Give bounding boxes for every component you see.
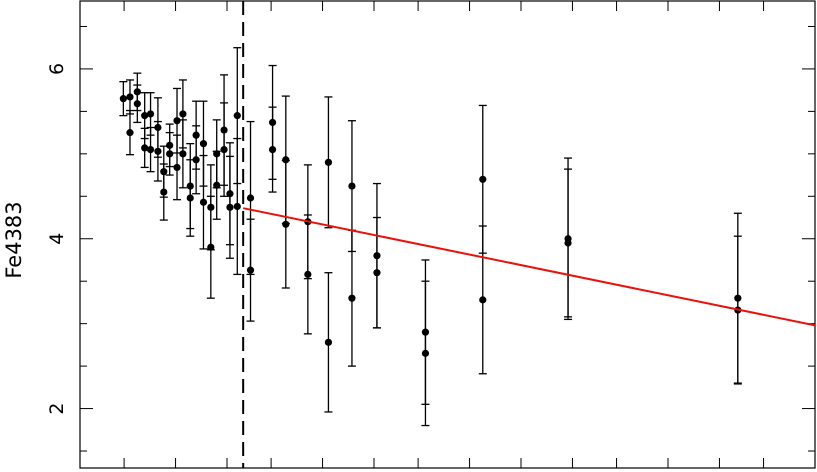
fit-line [242,207,816,327]
data-point [133,100,141,108]
data-point [126,129,134,137]
y-axis-ticks [80,25,815,452]
data-point [734,294,742,302]
data-point [192,131,200,139]
error-bars [119,47,742,427]
data-point [246,266,255,274]
data-point [166,141,174,149]
data-point [268,118,277,127]
data-point [179,150,187,158]
data-point [233,202,241,211]
data-point [199,198,208,206]
data-point [373,269,381,277]
data-point [373,252,381,260]
data-point [348,182,356,190]
data-point [220,145,228,154]
data-point [186,182,194,190]
plot-frame [79,0,816,469]
data-point [324,338,333,346]
y-axis-label: Fe4383 [2,201,26,278]
data-point [186,194,194,202]
data-point [146,110,155,118]
data-point [226,203,234,211]
data-point [564,239,572,247]
data-point [213,150,221,158]
data-point [282,220,290,228]
data-point [282,156,290,164]
data-point [207,203,215,211]
data-point [324,158,333,166]
data-point [220,126,228,134]
data-point [154,147,162,155]
y-tick-label: 6 [46,63,68,75]
data-point [479,175,487,183]
data-point [146,145,155,154]
data-point [166,150,174,158]
data-point [233,112,241,120]
data-point [160,188,168,196]
data-point [141,144,149,152]
data-point [141,112,149,120]
data-point [173,163,181,172]
data-point [154,123,162,132]
x-axis-ticks [123,1,765,468]
data-point [179,110,187,118]
data-point [126,93,134,101]
data-points [119,88,742,357]
data-point [268,145,277,154]
data-point [479,296,487,304]
data-point [213,181,221,189]
data-point [348,294,356,302]
data-point [246,194,255,202]
y-tick-label: 4 [46,233,68,245]
data-point [421,328,430,336]
data-point [304,270,312,279]
y-axis-tick-labels: 2 4 6 [46,63,68,415]
data-point [421,349,430,357]
data-point [199,140,208,148]
data-point [192,156,200,164]
data-point [160,168,168,176]
data-point [173,117,181,125]
data-point [119,95,127,103]
data-point [226,190,234,198]
data-point [207,243,215,251]
y-tick-label: 2 [46,403,68,415]
data-point [133,88,141,96]
